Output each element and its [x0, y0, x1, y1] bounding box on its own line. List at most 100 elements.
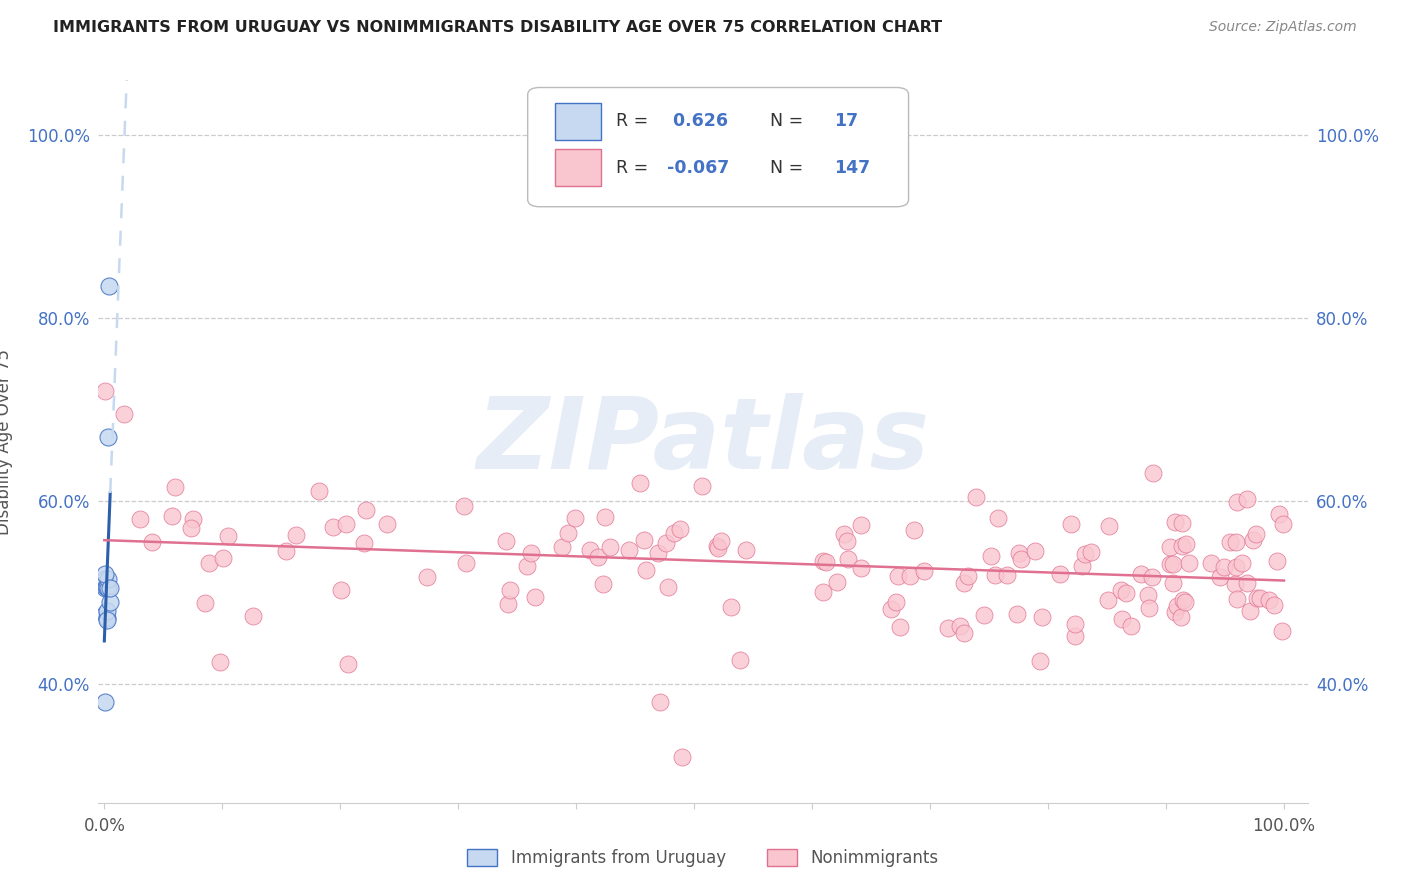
Point [94, 581, 117, 595]
Point [987, 510, 1010, 524]
Point [706, 539, 728, 553]
Point [97, 572, 120, 586]
Point [662, 525, 685, 540]
Point [1171, 516, 1194, 530]
Point [1109, 583, 1132, 598]
Point [524, 590, 547, 604]
Point [1097, 593, 1119, 607]
Point [557, 525, 579, 540]
Point [956, 569, 979, 583]
Point [1142, 466, 1164, 480]
Point [96, 580, 118, 594]
Point [96, 613, 118, 627]
Point [592, 577, 614, 591]
Point [815, 555, 838, 569]
Point [1246, 527, 1268, 541]
Point [936, 621, 959, 635]
Point [1159, 541, 1181, 555]
Point [97, 581, 120, 595]
FancyBboxPatch shape [527, 87, 908, 207]
Point [734, 543, 756, 558]
Point [454, 556, 477, 570]
Point [1166, 599, 1188, 614]
Point [1249, 591, 1271, 606]
Point [1225, 535, 1247, 549]
Point [980, 549, 1002, 563]
Point [1074, 547, 1097, 561]
Point [329, 582, 352, 597]
Point [335, 516, 357, 531]
Text: R =: R = [616, 159, 654, 177]
Point [647, 546, 669, 560]
Text: R =: R = [616, 112, 654, 130]
Point [657, 580, 679, 594]
Point [593, 509, 616, 524]
Point [564, 511, 586, 525]
Point [965, 490, 987, 504]
Point [354, 502, 377, 516]
Point [94, 576, 117, 591]
Point [973, 608, 995, 623]
Point [520, 546, 543, 560]
Point [825, 574, 848, 589]
Point [837, 552, 859, 566]
Point [1268, 507, 1291, 521]
Point [94, 580, 117, 594]
Point [308, 484, 330, 499]
Point [1174, 595, 1197, 609]
Point [112, 407, 135, 421]
Point [1129, 567, 1152, 582]
Point [242, 609, 264, 624]
Point [1164, 605, 1187, 619]
Point [208, 655, 231, 669]
Point [995, 567, 1018, 582]
Point [633, 533, 655, 547]
Point [1267, 553, 1289, 567]
Point [1111, 612, 1133, 626]
Bar [555, 103, 602, 140]
Point [889, 620, 911, 634]
Point [322, 519, 344, 533]
Text: IMMIGRANTS FROM URUGUAY VS NONIMMIGRANTS DISABILITY AGE OVER 75 CORRELATION CHAR: IMMIGRANTS FROM URUGUAY VS NONIMMIGRANTS… [53, 20, 942, 35]
Point [180, 521, 202, 535]
Point [671, 750, 693, 764]
Point [194, 596, 217, 610]
Point [1236, 492, 1258, 507]
Point [516, 559, 538, 574]
Point [1049, 566, 1071, 581]
Point [1246, 591, 1268, 605]
Point [1271, 624, 1294, 639]
Point [141, 535, 163, 549]
Point [648, 695, 671, 709]
Point [1271, 516, 1294, 531]
Point [94, 572, 117, 586]
Point [98, 594, 121, 608]
Point [1070, 558, 1092, 573]
Point [1029, 654, 1052, 668]
Text: 17: 17 [834, 112, 858, 130]
Point [1170, 610, 1192, 624]
Point [1115, 586, 1137, 600]
Point [1223, 576, 1246, 591]
Point [94, 384, 117, 399]
Point [98, 581, 121, 595]
Point [181, 512, 204, 526]
Y-axis label: Disability Age Over 75: Disability Age Over 75 [0, 349, 13, 534]
Point [97, 430, 120, 444]
Point [655, 536, 678, 550]
Point [551, 541, 574, 555]
Point [953, 575, 976, 590]
Point [1060, 516, 1083, 531]
Point [353, 536, 375, 550]
Point [811, 554, 834, 568]
Point [1119, 619, 1142, 633]
Point [619, 542, 641, 557]
Text: ZIPatlas: ZIPatlas [477, 393, 929, 490]
Point [96, 611, 118, 625]
Point [710, 533, 733, 548]
Point [1258, 592, 1281, 607]
Point [1232, 556, 1254, 570]
Point [495, 533, 517, 548]
Point [1010, 552, 1032, 566]
Point [217, 529, 239, 543]
